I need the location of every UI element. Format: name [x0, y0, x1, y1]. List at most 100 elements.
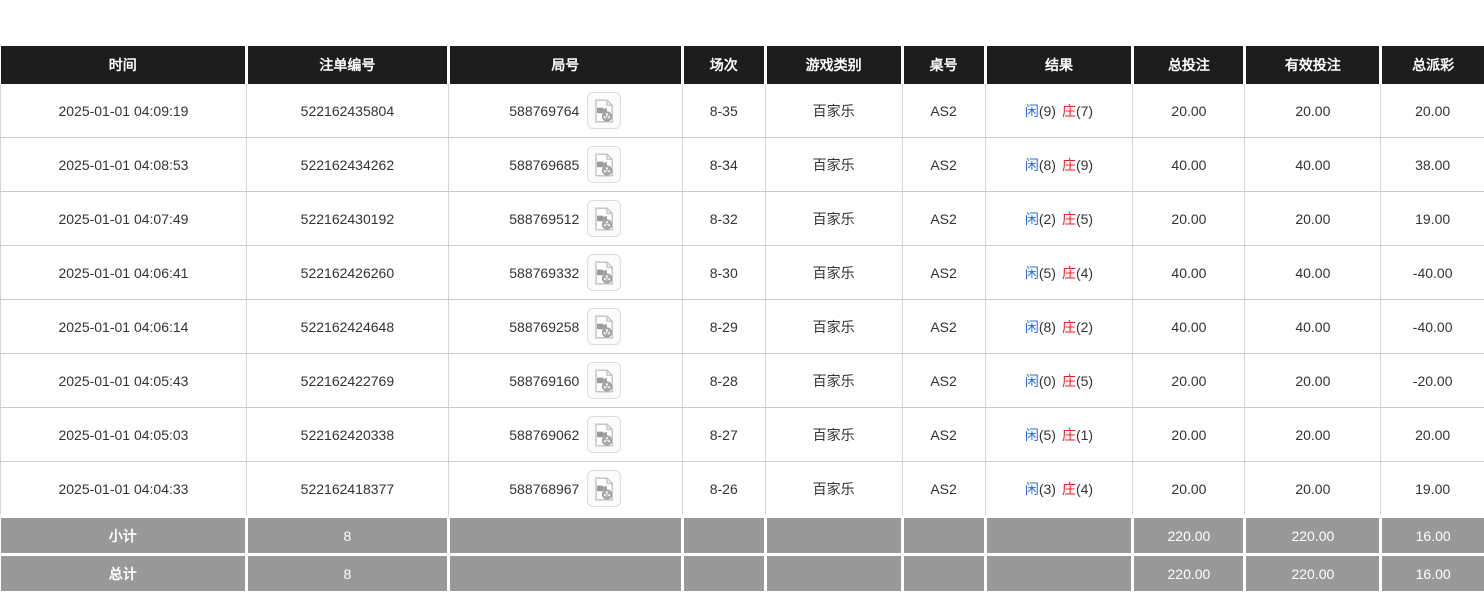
cell-session: 8-32 — [682, 191, 766, 246]
video-replay-button[interactable] — [587, 416, 622, 453]
col-total-payout: 总派彩 — [1380, 46, 1484, 84]
result-player-label: 闲 — [1024, 426, 1039, 443]
round-number: 588769764 — [509, 102, 580, 119]
cell-time: 2025-01-01 04:06:14 — [0, 299, 247, 354]
cell-valid-bet: 20.00 — [1244, 84, 1382, 138]
result-player-label: 闲 — [1024, 318, 1039, 335]
table-row: 2025-01-01 04:09:19 522162435804 5887697… — [0, 84, 1484, 138]
result-player-label: 闲 — [1024, 102, 1039, 119]
grand-total-count: 8 — [246, 553, 450, 591]
header-row: 时间 注单编号 局号 场次 游戏类别 桌号 结果 总投注 有效投注 总派彩 — [0, 46, 1484, 84]
cell-total-payout: 38.00 — [1380, 137, 1484, 192]
cell-total-bet[interactable]: 20.00 — [1132, 84, 1246, 138]
col-result: 结果 — [985, 46, 1135, 84]
result-banker-score: (5) — [1075, 372, 1094, 389]
video-replay-button[interactable] — [587, 308, 622, 345]
col-table-no: 桌号 — [902, 46, 987, 84]
col-round: 局号 — [448, 46, 684, 84]
cell-bet-id: 522162418377 — [246, 461, 449, 517]
round-number: 588768967 — [509, 480, 580, 497]
video-replay-button[interactable] — [587, 146, 622, 183]
cell-result: 闲(8) 庄(2) — [985, 299, 1134, 354]
result-banker-score: (1) — [1075, 426, 1094, 443]
cell-session: 8-28 — [682, 353, 766, 408]
video-file-icon — [595, 476, 614, 501]
result-banker-score: (2) — [1075, 318, 1094, 335]
col-time: 时间 — [0, 46, 248, 84]
cell-time: 2025-01-01 04:04:33 — [0, 461, 247, 517]
result-player-score: (5) — [1038, 426, 1056, 443]
grand-total-total-bet: 220.00 — [1132, 553, 1247, 591]
cell-round: 588769160 — [448, 353, 683, 408]
col-total-bet: 总投注 — [1132, 46, 1247, 84]
grand-total-empty-game — [765, 553, 904, 591]
cell-table-no: AS2 — [902, 137, 986, 192]
cell-total-payout: 20.00 — [1380, 84, 1484, 138]
cell-time: 2025-01-01 04:09:19 — [0, 84, 247, 138]
grand-total-row: 总计 8 220.00 220.00 16.00 — [0, 553, 1484, 591]
cell-total-bet[interactable]: 20.00 — [1132, 407, 1246, 462]
cell-total-payout: -20.00 — [1380, 353, 1484, 408]
subtotal-empty-game — [765, 515, 904, 555]
cell-total-payout: 19.00 — [1380, 461, 1484, 517]
cell-total-bet[interactable]: 40.00 — [1132, 137, 1246, 192]
cell-total-payout: -40.00 — [1380, 299, 1484, 354]
table-header: 时间 注单编号 局号 场次 游戏类别 桌号 结果 总投注 有效投注 总派彩 — [0, 46, 1484, 84]
result-player-label: 闲 — [1024, 264, 1039, 281]
video-file-icon — [595, 314, 614, 339]
video-replay-button[interactable] — [587, 92, 622, 129]
cell-total-bet[interactable]: 20.00 — [1132, 353, 1246, 408]
cell-table-no: AS2 — [902, 353, 986, 408]
cell-result: 闲(3) 庄(4) — [985, 461, 1134, 517]
cell-valid-bet: 40.00 — [1244, 137, 1382, 192]
video-replay-button[interactable] — [587, 254, 622, 291]
cell-round: 588768967 — [448, 461, 683, 517]
cell-total-payout: 20.00 — [1380, 407, 1484, 462]
cell-total-bet[interactable]: 20.00 — [1132, 191, 1246, 246]
cell-total-bet[interactable]: 40.00 — [1132, 245, 1246, 300]
cell-valid-bet: 20.00 — [1244, 191, 1382, 246]
round-number: 588769332 — [509, 264, 580, 281]
video-file-icon — [595, 98, 614, 123]
subtotal-count: 8 — [246, 515, 450, 555]
round-number: 588769685 — [509, 156, 580, 173]
cell-time: 2025-01-01 04:06:41 — [0, 245, 247, 300]
result-player-label: 闲 — [1024, 210, 1039, 227]
cell-game-type: 百家乐 — [765, 353, 903, 408]
video-file-icon — [595, 422, 614, 447]
cell-game-type: 百家乐 — [765, 137, 903, 192]
cell-result: 闲(5) 庄(4) — [985, 245, 1134, 300]
subtotal-empty-session — [682, 515, 767, 555]
cell-result: 闲(8) 庄(9) — [985, 137, 1134, 192]
cell-valid-bet: 40.00 — [1244, 299, 1382, 354]
cell-valid-bet: 40.00 — [1244, 245, 1382, 300]
round-number: 588769062 — [509, 426, 580, 443]
video-replay-button[interactable] — [587, 470, 622, 507]
result-player-label: 闲 — [1024, 156, 1039, 173]
cell-time: 2025-01-01 04:05:03 — [0, 407, 247, 462]
result-banker-label: 庄 — [1061, 426, 1076, 443]
cell-bet-id: 522162435804 — [246, 84, 449, 138]
cell-result: 闲(9) 庄(7) — [985, 84, 1134, 138]
cell-total-bet[interactable]: 40.00 — [1132, 299, 1246, 354]
cell-round: 588769258 — [448, 299, 683, 354]
video-replay-button[interactable] — [587, 200, 622, 237]
cell-session: 8-34 — [682, 137, 766, 192]
cell-table-no: AS2 — [902, 407, 986, 462]
grand-total-total-payout: 16.00 — [1380, 553, 1484, 591]
result-player-score: (2) — [1038, 210, 1056, 227]
cell-result: 闲(2) 庄(5) — [985, 191, 1134, 246]
cell-total-bet[interactable]: 20.00 — [1132, 461, 1246, 517]
subtotal-valid-bet: 220.00 — [1244, 515, 1383, 555]
subtotal-empty-result — [985, 515, 1135, 555]
cell-game-type: 百家乐 — [765, 407, 903, 462]
cell-session: 8-35 — [682, 84, 766, 138]
round-number: 588769512 — [509, 210, 580, 227]
video-replay-button[interactable] — [587, 362, 622, 399]
result-banker-score: (5) — [1075, 210, 1094, 227]
result-player-score: (0) — [1038, 372, 1056, 389]
table-row: 2025-01-01 04:06:14 522162424648 5887692… — [0, 299, 1484, 354]
video-file-icon — [595, 206, 614, 231]
result-banker-score: (4) — [1075, 480, 1094, 497]
